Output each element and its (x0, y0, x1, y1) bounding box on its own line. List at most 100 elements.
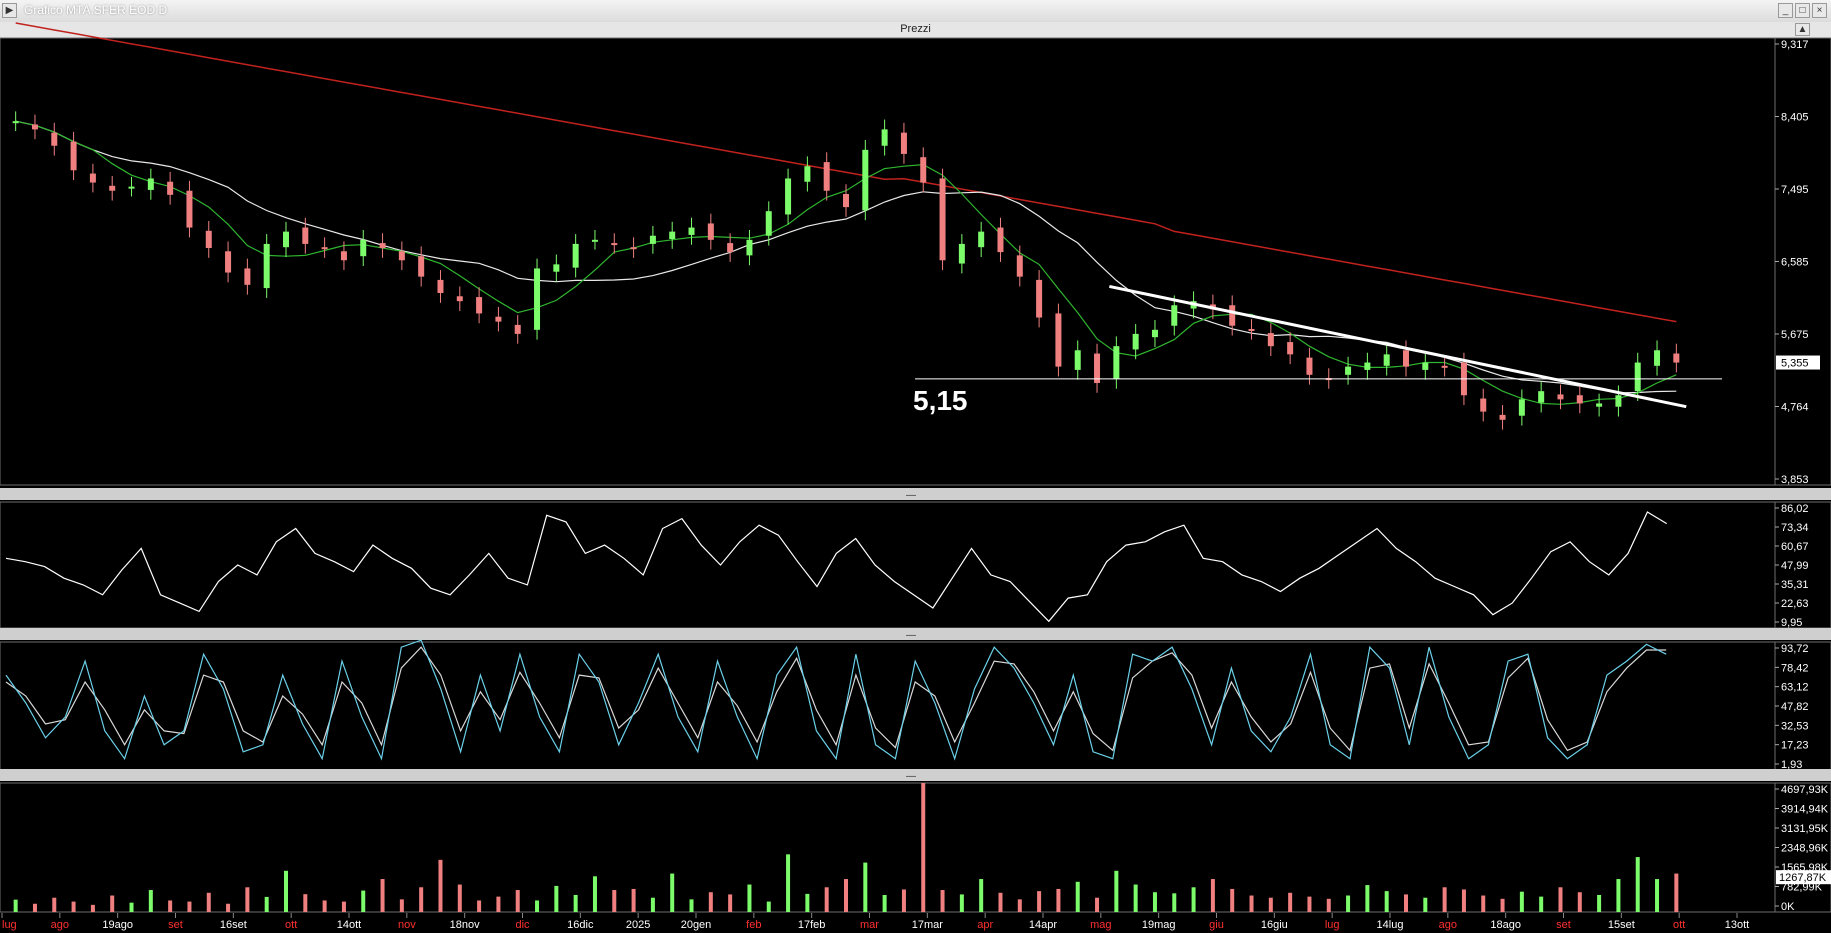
volume-bar (1191, 887, 1196, 912)
y-tick-label: 17,23 (1781, 740, 1809, 752)
x-tick-label: 14apr (1029, 919, 1057, 931)
volume-bar (1481, 895, 1486, 912)
y-tick-label: 8,405 (1781, 112, 1809, 124)
x-tick-label: feb (746, 919, 761, 931)
candle (1132, 333, 1139, 350)
volume-bar (1404, 894, 1408, 912)
candle (881, 129, 888, 146)
x-tick-label: nov (398, 919, 416, 931)
y-tick-label: 6,585 (1781, 257, 1809, 269)
volume-bar (1519, 891, 1524, 912)
volume-bar (921, 783, 926, 912)
pane-1 (0, 501, 1831, 629)
x-tick-label: 2025 (626, 919, 650, 931)
y-tick-label: 782,99K (1781, 882, 1823, 894)
volume-bar (940, 890, 945, 912)
candle (109, 185, 116, 191)
candle (1499, 414, 1506, 420)
candle (128, 186, 135, 189)
volume-bar (612, 890, 617, 912)
x-tick-label: 19ago (102, 919, 133, 931)
y-tick-label: 2348,96K (1781, 843, 1829, 855)
candle (1596, 403, 1603, 407)
panel-collapse-icon[interactable]: ▲ (1795, 23, 1810, 36)
y-tick-label: 73,34 (1781, 522, 1809, 534)
candle (225, 251, 232, 273)
candle (1576, 395, 1583, 404)
candle (1345, 366, 1352, 375)
y-tick-label: 63,12 (1781, 682, 1809, 694)
volume-bar (650, 897, 655, 912)
volume-bar (1037, 891, 1042, 912)
volume-bar (438, 859, 443, 912)
y-tick-label: 4,764 (1781, 402, 1809, 414)
candle (997, 227, 1004, 253)
volume-bar (1114, 870, 1119, 912)
volume-bar (535, 900, 540, 912)
x-tick-label: mar (860, 919, 879, 931)
candle (70, 141, 77, 171)
candle (514, 324, 521, 334)
y-tick-label: 0K (1781, 901, 1795, 913)
trendline (1109, 284, 1687, 409)
candle (1422, 362, 1429, 370)
x-tick-label: set (168, 919, 183, 931)
volume-bar (399, 899, 404, 912)
volume-bar (1635, 857, 1640, 912)
minimize-button[interactable]: _ (1778, 3, 1793, 18)
volume-bar (689, 899, 694, 912)
splitter-grip-icon: — (906, 490, 916, 501)
x-tick-label: 16giu (1261, 919, 1288, 931)
rsi-line (5, 511, 1668, 623)
volume-bar (554, 885, 559, 912)
volume-bar (90, 904, 95, 912)
candle (765, 211, 772, 236)
x-tick-label: 17feb (798, 919, 826, 931)
candle (534, 268, 541, 330)
volume-bar (1268, 897, 1273, 912)
candle (823, 162, 830, 191)
close-button[interactable]: × (1812, 3, 1827, 18)
volume-bar (13, 899, 18, 912)
volume-bar (747, 884, 752, 912)
candle (1055, 313, 1062, 367)
candle (688, 227, 695, 235)
volume-bar (573, 894, 578, 912)
y-tick-label: 22,63 (1781, 598, 1809, 610)
y-tick-label: 86,02 (1781, 503, 1809, 515)
volume-bar (1133, 884, 1138, 912)
candle (186, 190, 193, 228)
candle (205, 230, 212, 249)
x-tick-label: 16dic (567, 919, 594, 931)
candle (1151, 329, 1158, 338)
volume-bar (129, 902, 134, 912)
volume-bar (1461, 889, 1466, 912)
x-tick-label: 13ott (1725, 919, 1749, 931)
last-volume-label: 1267,87K (1779, 872, 1827, 884)
candle (379, 243, 386, 249)
x-tick-label: 20gen (681, 919, 712, 931)
candle (321, 247, 328, 250)
volume-bar (341, 901, 346, 912)
volume-bar (1539, 896, 1544, 912)
volume-bar (419, 887, 424, 912)
window-menu-icon[interactable]: ▶ (2, 3, 17, 18)
maximize-button[interactable]: □ (1795, 3, 1810, 18)
volume-bar (1365, 885, 1370, 912)
candle (167, 181, 174, 195)
volume-bar (1423, 897, 1428, 912)
volume-bar (168, 900, 173, 912)
volume-bar (1346, 895, 1351, 912)
y-tick-label: 47,82 (1781, 701, 1809, 713)
x-tick-label: 15set (1608, 919, 1635, 931)
volume-bar (322, 900, 327, 912)
splitter-grip-icon: — (906, 771, 916, 782)
volume-bar (1230, 888, 1235, 912)
y-tick-label: 1,93 (1781, 759, 1802, 771)
candle (900, 132, 907, 154)
volume-bar (1500, 898, 1505, 912)
candle (418, 256, 425, 277)
x-tick-label: mag (1090, 919, 1111, 931)
volume-bar (824, 887, 829, 912)
